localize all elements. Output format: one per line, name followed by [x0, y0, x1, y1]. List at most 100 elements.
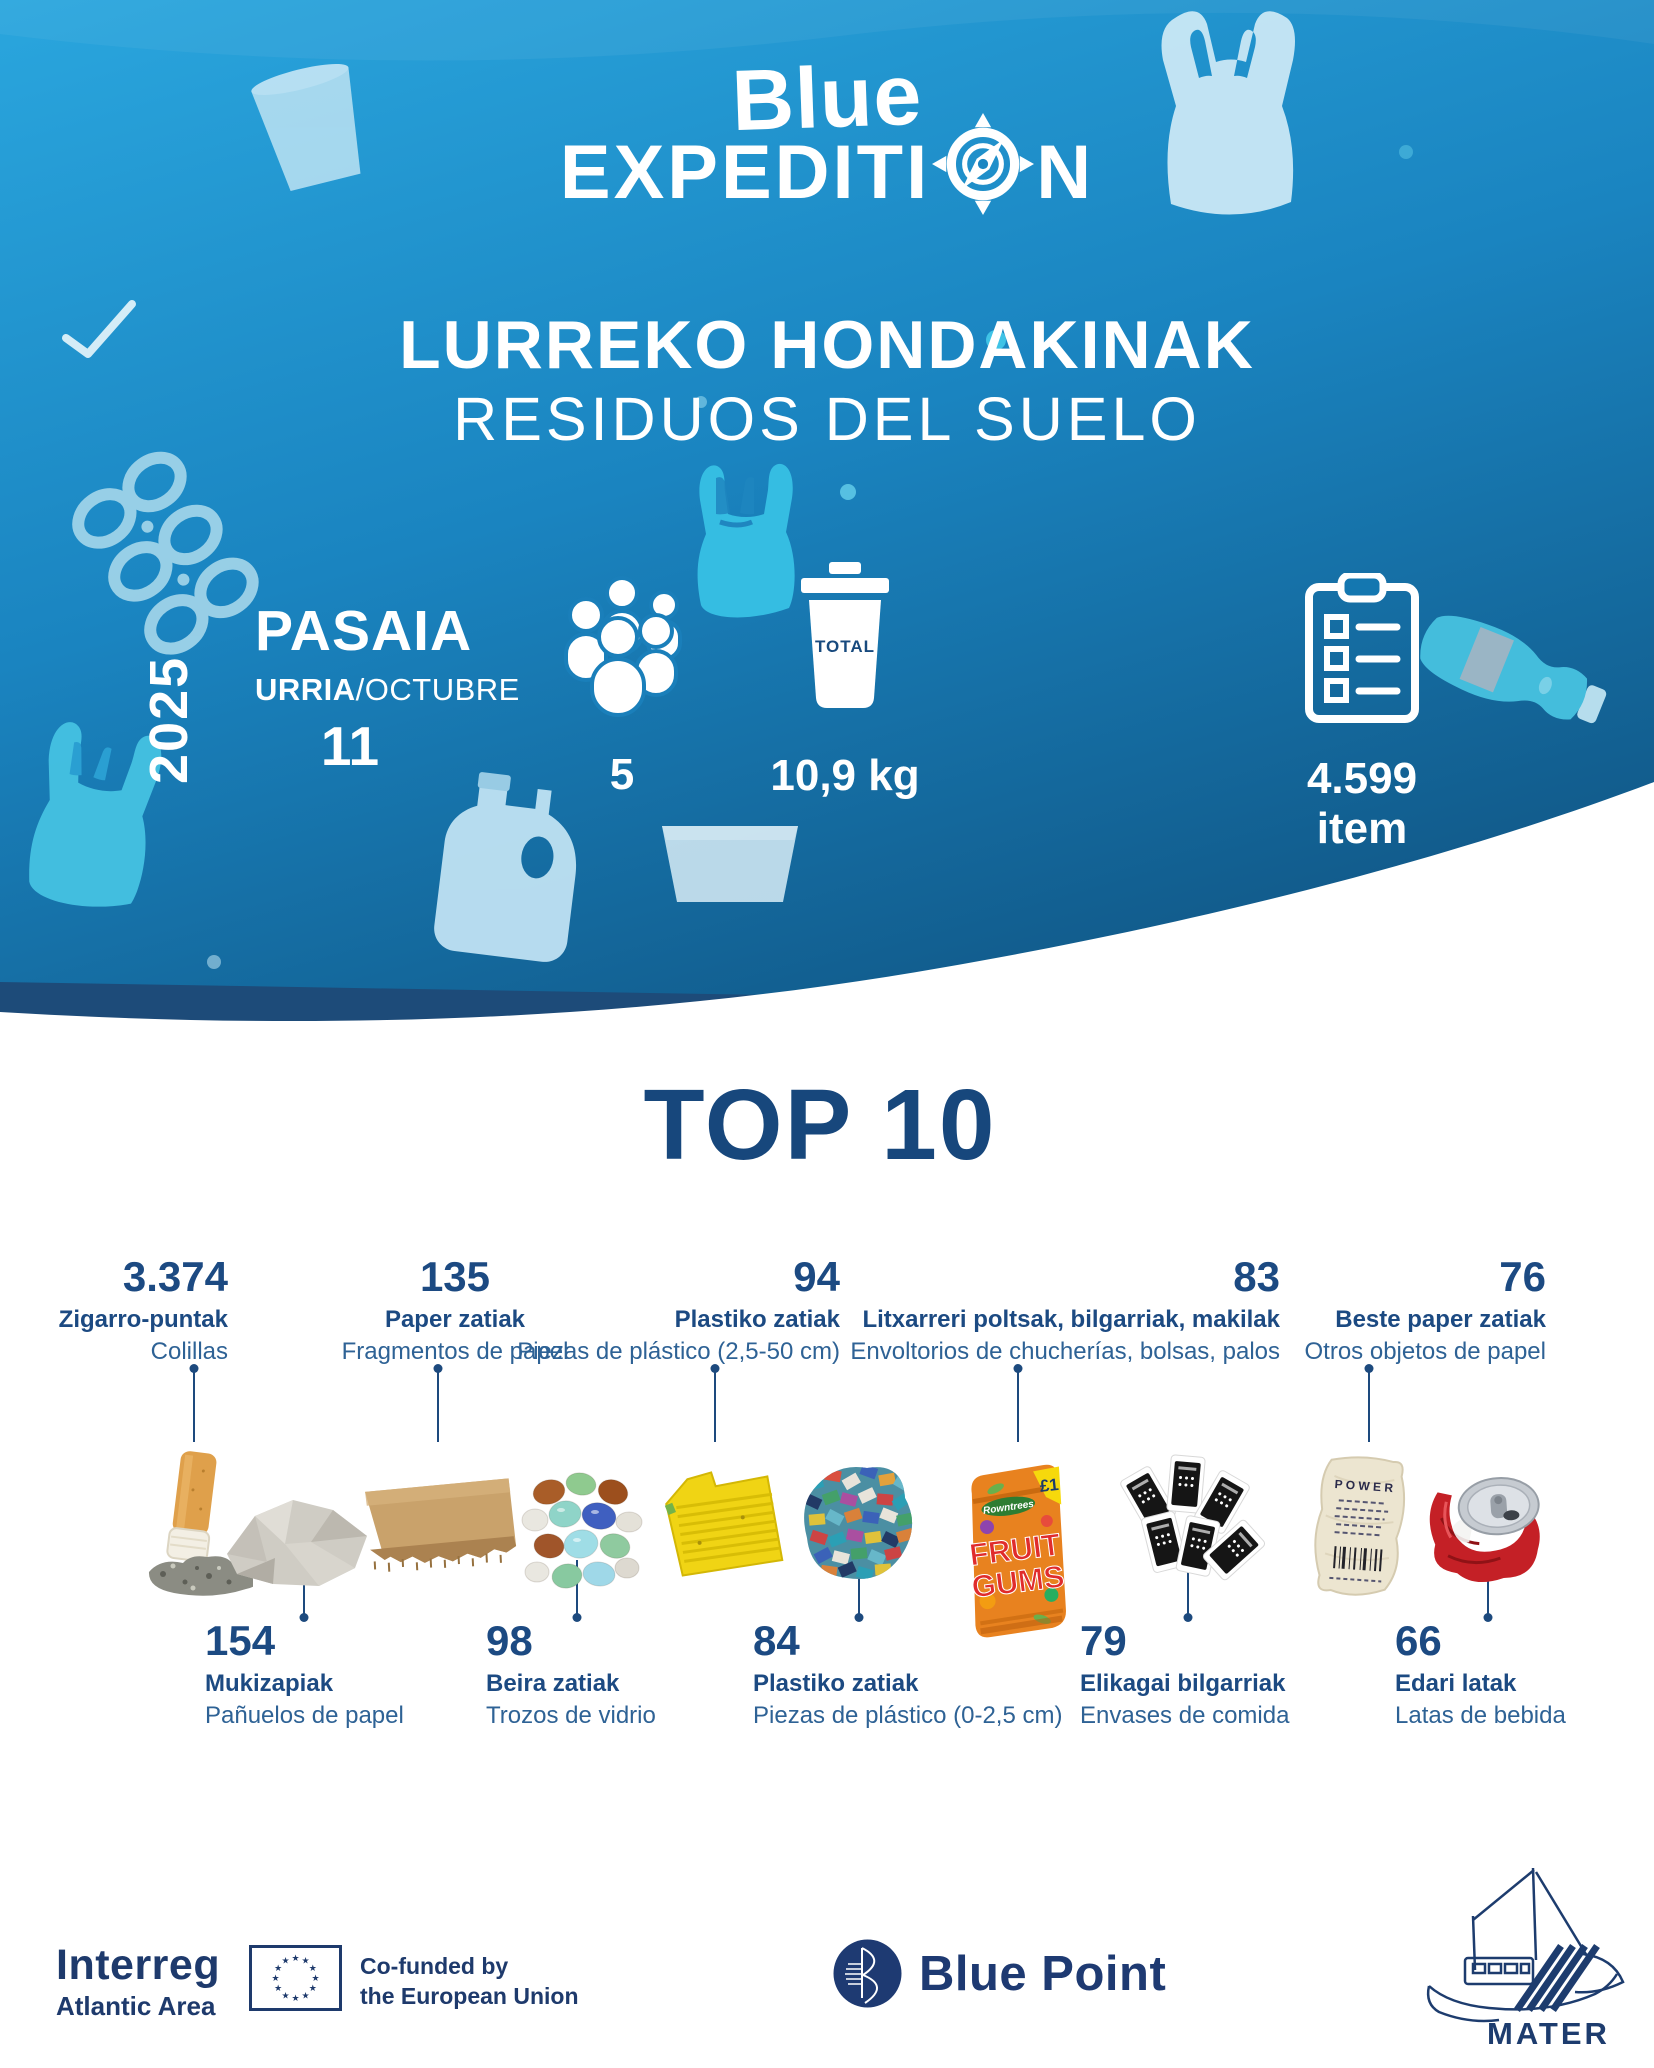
connector-line — [1017, 1368, 1019, 1442]
total-label: TOTAL — [815, 637, 875, 656]
connector-line — [193, 1368, 195, 1442]
header-banner: Blue EXPEDITI N LURREKO HONDAKINAK RESID… — [0, 0, 1654, 1040]
item-count: 76 — [1499, 1253, 1546, 1300]
svg-text:★: ★ — [309, 1964, 317, 1974]
svg-text:★: ★ — [301, 1957, 309, 1967]
top10-item-6-label: 84 Plastiko zatiak Piezas de plástico (0… — [753, 1620, 1062, 1731]
clipboard-checklist-icon — [1305, 571, 1419, 723]
item-name-basque: Elikagai bilgarriak — [1080, 1670, 1286, 1697]
item-count: 79 — [1080, 1617, 1127, 1664]
cardboard-piece-photo — [365, 1478, 517, 1572]
item-name-spanish: Envoltorios de chucherías, bolsas, palos — [850, 1338, 1280, 1366]
volunteers-count: 5 — [609, 750, 635, 799]
item-name-spanish: Envases de comida — [1080, 1702, 1290, 1730]
paper-receipt-photo: P O W E R — [1314, 1456, 1406, 1596]
top10-item-3-label: 135 Paper zatiak Fragmentos de papel — [255, 1256, 655, 1367]
glass-pieces-photo — [521, 1472, 643, 1589]
item-count: 3.374 — [122, 1253, 228, 1300]
month-divider: / — [355, 672, 365, 707]
items-count-value: 4.599 item — [1306, 754, 1418, 853]
item-name-basque: Litxarreri poltsak, bilgarriak, makilak — [862, 1306, 1280, 1333]
item-name-basque: Mukizapiak — [205, 1670, 334, 1697]
month-spanish: OCTUBRE — [364, 672, 520, 707]
logo-word-expedition: EXPEDITI N — [0, 112, 1654, 216]
connector-line — [1368, 1368, 1370, 1442]
svg-text:★: ★ — [271, 1974, 279, 1984]
litter-decorations — [0, 0, 1654, 969]
people-group-icon — [564, 576, 682, 717]
svg-text:★: ★ — [281, 1991, 289, 2001]
item-name-spanish: Piezas de plástico (2,5-50 cm) — [517, 1338, 840, 1366]
item-count: 98 — [486, 1617, 533, 1664]
interreg-name: Interreg — [56, 1941, 221, 1989]
price-tag-text: £1 — [1039, 1475, 1060, 1496]
item-name-spanish: Colillas — [150, 1338, 228, 1366]
item-name-basque: Plastiko zatiak — [674, 1306, 840, 1333]
cofunded-line1: Co-funded by — [360, 1953, 509, 1979]
item-name-spanish: Otros objetos de papel — [1304, 1338, 1547, 1366]
top10-item-2-label: 154 Mukizapiak Pañuelos de papel — [205, 1620, 404, 1731]
cofunded-line2: the European Union — [360, 1983, 579, 2010]
food-container-illustration — [662, 826, 798, 902]
paper-tissue-photo — [227, 1500, 367, 1586]
plastic-bag-center-illustration — [697, 463, 795, 618]
item-name-spanish: Piezas de plástico (0-2,5 cm) — [753, 1702, 1063, 1730]
month-label: URRIA/OCTUBRE — [255, 672, 520, 708]
plastic-piece-large-photo — [664, 1471, 784, 1577]
milk-jug-illustration — [434, 772, 577, 962]
day-number: 11 — [320, 715, 380, 777]
total-weight-stat: TOTAL 10,9 kg — [765, 560, 925, 801]
bluepoint-name: Blue Point — [919, 1946, 1167, 2001]
plastic-bag-top-right-illustration — [1161, 11, 1295, 215]
check-squiggle-shape — [62, 300, 136, 358]
svg-text:★: ★ — [281, 1957, 289, 1967]
item-name-spanish: Pañuelos de papel — [205, 1702, 404, 1730]
top-wave-shape — [0, 0, 1654, 61]
item-name-spanish: Latas de bebida — [1395, 1702, 1566, 1730]
item-count: 83 — [1233, 1253, 1280, 1300]
bubble-dots — [207, 145, 1413, 969]
eu-cofunded-text: Co-funded by the European Union — [360, 1951, 579, 2012]
item-count: 135 — [419, 1253, 491, 1300]
top10-item-1-label: 3.374 Zigarro-puntak Colillas — [59, 1256, 228, 1367]
svg-text:★: ★ — [311, 1974, 319, 1984]
item-count: 154 — [205, 1617, 276, 1664]
receipt-header-text: P O W E R — [1334, 1477, 1394, 1495]
interreg-subtitle: Atlantic Area — [56, 1991, 216, 2021]
connector-line — [858, 1560, 860, 1618]
drink-can-photo — [1429, 1477, 1540, 1583]
top10-item-8-label: 79 Elikagai bilgarriak Envases de comida — [1080, 1620, 1289, 1731]
bluepoint-mark-icon — [833, 1939, 902, 2008]
item-count: 66 — [1395, 1617, 1442, 1664]
food-sachets-photo — [1120, 1454, 1266, 1581]
header-wave-edge — [0, 782, 1654, 1040]
trash-can-icon: TOTAL — [801, 562, 889, 708]
location-name: PASAIA — [255, 599, 473, 663]
mater-boat-logo: MATER — [1426, 1867, 1625, 2051]
volunteers-stat: 5 — [552, 571, 692, 800]
candy-wrapper-bag-photo: £1 Rowntrees FRUIT GUMS — [967, 1464, 1067, 1638]
item-name-spanish: Trozos de vidrio — [486, 1702, 656, 1730]
top10-item-5-label: 94 Plastiko zatiak Piezas de plástico (2… — [517, 1256, 840, 1367]
title-spanish: RESIDUOS DEL SUELO — [453, 385, 1201, 453]
cigarette-butt-photo — [148, 1451, 253, 1596]
connector-line — [1187, 1560, 1189, 1618]
svg-text:★: ★ — [291, 1954, 299, 1964]
event-details: PASAIA URRIA/OCTUBRE 11 — [255, 598, 520, 778]
water-bottle-illustration — [1420, 615, 1607, 724]
svg-text:★: ★ — [309, 1984, 317, 1994]
eu-flag-icon: ★ ★ ★ ★ ★ ★ ★ ★ ★ ★ ★ ★ — [249, 1945, 342, 2011]
plastic-fragments-photo — [804, 1466, 913, 1580]
blue-expedition-logo: Blue EXPEDITI N — [0, 47, 1654, 216]
six-pack-rings-illustration — [72, 451, 259, 655]
month-basque: URRIA — [255, 672, 356, 707]
item-count: 84 — [753, 1617, 800, 1664]
connector-line — [303, 1560, 305, 1618]
top10-item-10-label: 66 Edari latak Latas de bebida — [1395, 1620, 1566, 1731]
svg-text:★: ★ — [274, 1984, 282, 1994]
top10-heading: TOP 10 — [643, 1069, 997, 1181]
item-name-spanish: Fragmentos de papel — [341, 1338, 569, 1366]
connector-line — [437, 1368, 439, 1442]
svg-text:★: ★ — [274, 1964, 282, 1974]
